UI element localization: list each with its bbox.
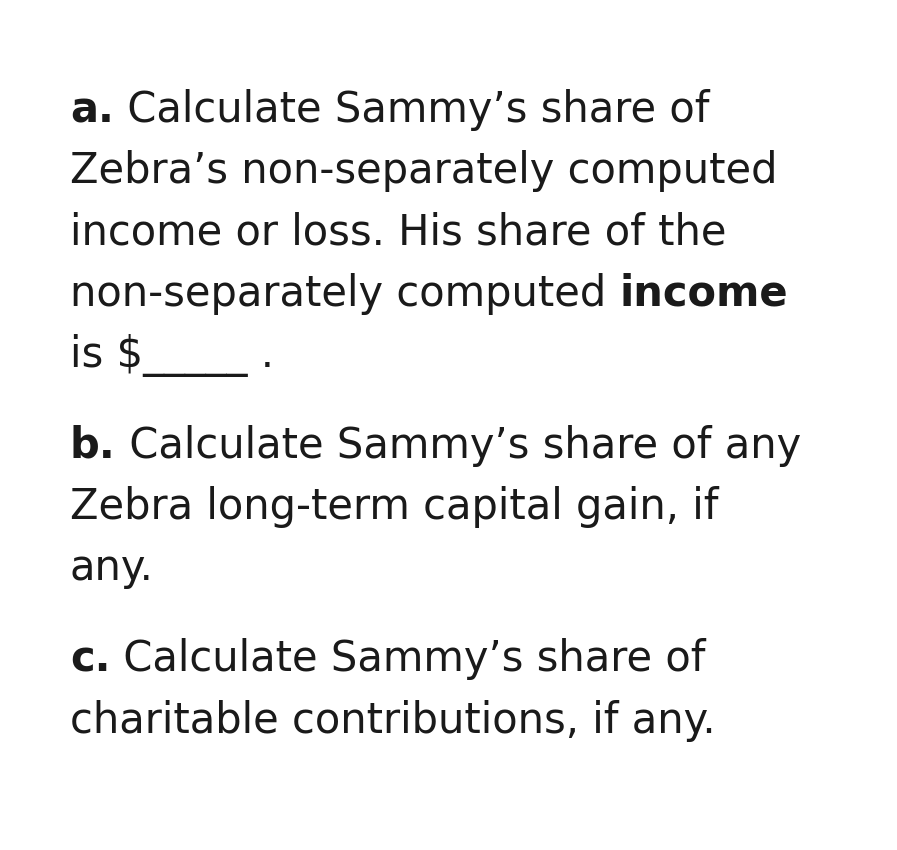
Text: c.: c.: [70, 638, 110, 680]
Text: Zebra’s non-separately computed: Zebra’s non-separately computed: [70, 150, 778, 192]
Text: any.: any.: [70, 547, 154, 589]
Text: income or loss. His share of the: income or loss. His share of the: [70, 212, 727, 253]
Text: is $_____ .: is $_____ .: [70, 334, 274, 377]
Text: Calculate Sammy’s share of any: Calculate Sammy’s share of any: [116, 425, 801, 467]
Text: Zebra long-term capital gain, if: Zebra long-term capital gain, if: [70, 486, 718, 528]
Text: Calculate Sammy’s share of: Calculate Sammy’s share of: [110, 638, 706, 680]
Text: Calculate Sammy’s share of: Calculate Sammy’s share of: [114, 89, 710, 131]
Text: b.: b.: [70, 425, 116, 467]
Text: non-separately computed: non-separately computed: [70, 273, 620, 314]
Text: charitable contributions, if any.: charitable contributions, if any.: [70, 700, 716, 741]
Text: income: income: [620, 273, 788, 314]
Text: a.: a.: [70, 89, 114, 131]
